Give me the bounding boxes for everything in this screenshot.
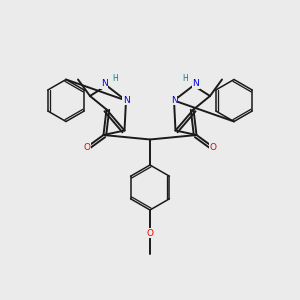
Text: N: N [123,96,129,105]
Text: N: N [171,96,177,105]
Text: H: H [182,74,188,83]
Text: H: H [112,74,118,83]
Text: N: N [101,80,107,88]
Text: O: O [209,142,217,152]
Text: N: N [193,80,199,88]
Text: O: O [146,229,154,238]
Text: O: O [83,142,91,152]
